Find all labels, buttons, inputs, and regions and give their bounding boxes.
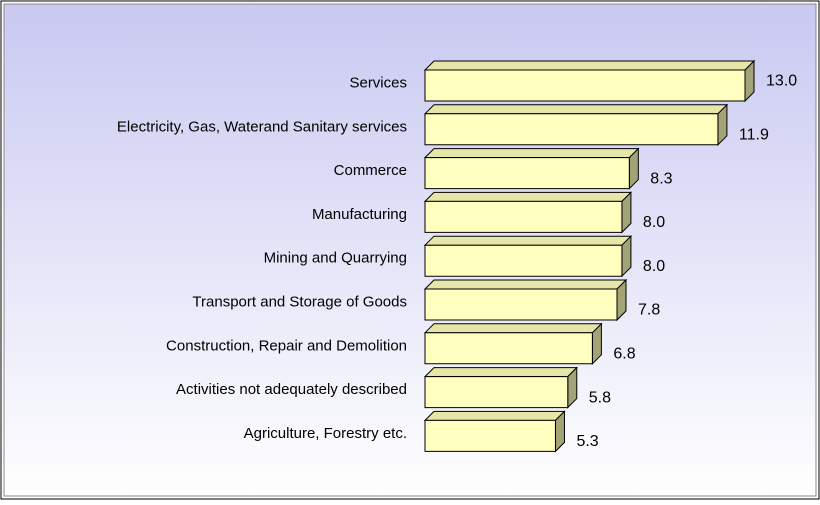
bar-face xyxy=(424,288,618,321)
bar-face xyxy=(423,323,603,334)
bar-face xyxy=(423,148,640,159)
bar-face xyxy=(423,191,633,202)
bar xyxy=(423,191,633,234)
value-label: 8.3 xyxy=(650,170,672,187)
bar xyxy=(423,103,729,147)
category-label: Manufacturing xyxy=(312,206,407,223)
bar-face xyxy=(424,200,623,233)
category-label: Mining and Quarrying xyxy=(264,250,407,267)
category-label: Transport and Storage of Goods xyxy=(192,293,407,310)
value-label: 5.8 xyxy=(589,389,611,406)
bar-face xyxy=(423,235,633,246)
bar xyxy=(423,59,756,103)
bar xyxy=(423,410,566,453)
bar xyxy=(423,278,628,322)
value-label: 6.8 xyxy=(613,346,635,363)
bar-face xyxy=(424,332,593,365)
bar-face xyxy=(424,244,623,277)
category-label: Activities not adequately described xyxy=(176,381,407,398)
bar xyxy=(423,234,633,278)
category-label: Construction, Repair and Demolition xyxy=(166,337,407,354)
value-label: 5.3 xyxy=(576,433,598,450)
category-label: Electricity, Gas, Waterand Sanitary serv… xyxy=(117,118,407,135)
bar-face xyxy=(423,410,566,421)
bar-face xyxy=(423,60,756,71)
value-label: 13.0 xyxy=(766,73,797,90)
bar-face xyxy=(424,69,746,102)
bar xyxy=(423,366,578,409)
bar-face xyxy=(423,367,578,378)
category-label: Services xyxy=(349,74,407,91)
bar-face xyxy=(424,113,719,146)
category-label: Commerce xyxy=(334,162,407,179)
bar-face xyxy=(424,376,569,409)
value-label: 8.0 xyxy=(643,258,665,275)
bar-face xyxy=(423,104,729,115)
bar-face xyxy=(424,157,630,190)
bar xyxy=(423,147,640,190)
category-label: Agriculture, Forestry etc. xyxy=(244,425,407,442)
bar xyxy=(423,322,603,366)
bar-face xyxy=(423,279,628,290)
bar-face xyxy=(424,419,556,452)
value-label: 8.0 xyxy=(643,214,665,231)
value-label: 11.9 xyxy=(739,127,769,144)
value-label: 7.8 xyxy=(638,302,660,319)
